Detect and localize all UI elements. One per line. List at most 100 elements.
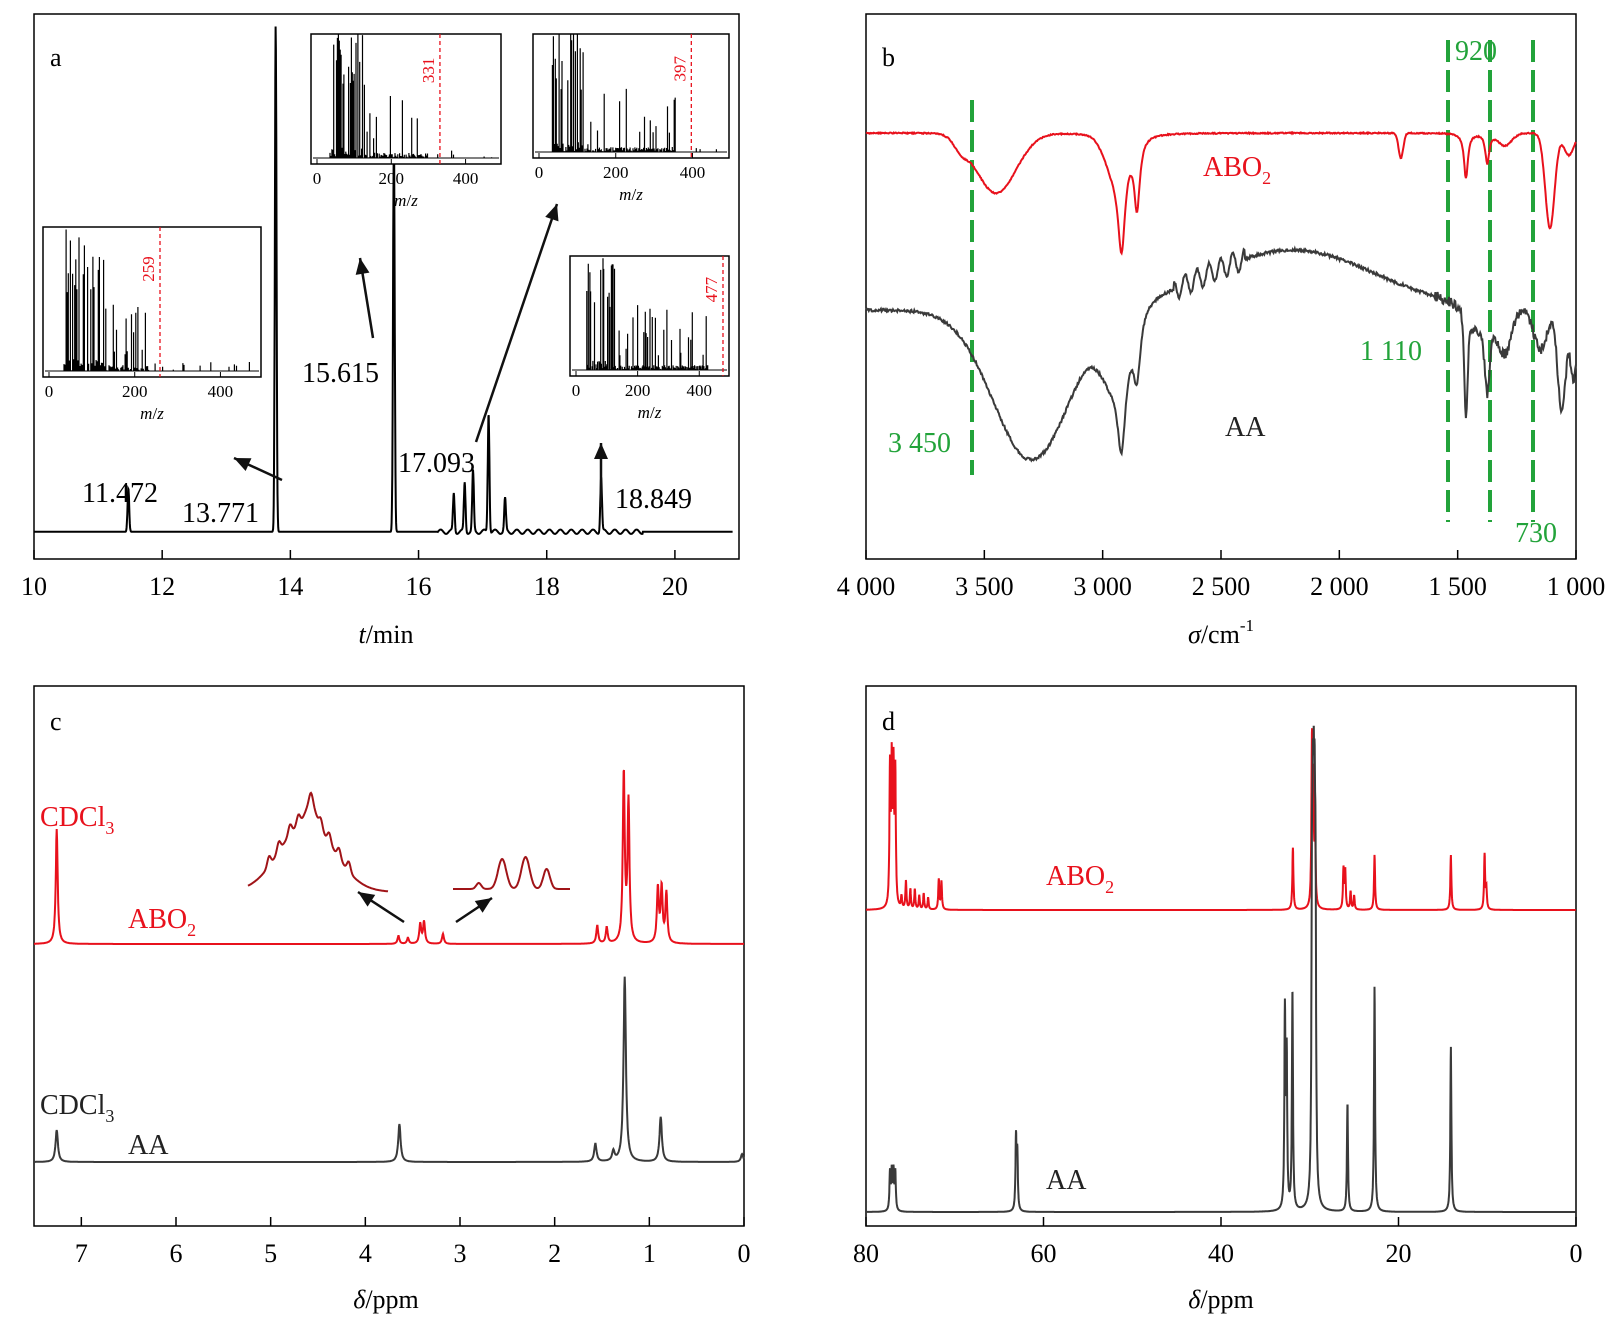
panel-a-x-tick-label: 10 <box>21 572 47 601</box>
arrow-to-inset-477-head <box>594 443 608 459</box>
c-nmr-series-label-aa: AA <box>1046 1165 1087 1196</box>
inset-259-x-axis-label: m/z <box>140 404 164 423</box>
panel-c-x-ticks: 7 6 5 4 3 2 1 0 <box>75 1217 751 1268</box>
panel-c-frame <box>33 685 745 1227</box>
panel-a: a 10 12 14 16 18 20 t/min 11.472 13.771 15.61… <box>21 13 740 649</box>
inset-477-tick-label: 0 <box>572 381 581 400</box>
panel-c-x-tick-label: 6 <box>170 1239 183 1268</box>
panel-d-x-axis-label: δ/ppm <box>1188 1285 1254 1314</box>
rt-label-13771: 13.771 <box>182 498 259 529</box>
arrow-to-inset-259-head <box>234 458 252 472</box>
arrow-to-zoom-1-head <box>358 892 376 907</box>
inset-259-tick-label: 0 <box>45 382 54 401</box>
panel-c-x-tick-label: 2 <box>548 1239 561 1268</box>
ir-series-label-aa: AA <box>1225 412 1266 443</box>
inset-477: 477 0 200 400 m/z <box>569 255 730 422</box>
ir-band-label-3450: 3 450 <box>888 428 951 459</box>
h-nmr-spectrum-abo2 <box>34 769 744 945</box>
panel-b-x-tick-label: 1 000 <box>1547 572 1606 601</box>
inset-477-marker-label: 477 <box>702 276 721 302</box>
rt-label-15615: 15.615 <box>302 358 379 389</box>
h-nmr-series-label-aa: AA <box>128 1130 169 1161</box>
h-nmr-series-label-abo2: ABO2 <box>128 904 196 940</box>
inset-397-marker-label: 397 <box>670 55 689 81</box>
rt-label-11472: 11.472 <box>82 478 158 509</box>
panel-c-x-tick-label: 3 <box>454 1239 467 1268</box>
panel-b-x-tick-label: 4 000 <box>837 572 896 601</box>
ir-series-label-abo2: ABO2 <box>1203 152 1271 188</box>
panel-b-label: b <box>882 43 895 72</box>
arrow-to-inset-397-head <box>545 204 559 222</box>
panel-a-frame <box>33 13 740 560</box>
panel-b: b 4 000 3 500 3 000 2 500 2 000 1 500 1 000 σ/… <box>837 13 1606 649</box>
solvent-label-abo2: CDCl3 <box>40 802 114 838</box>
c-nmr-series-label-abo2: ABO2 <box>1046 861 1114 897</box>
panel-a-arrows <box>233 203 608 507</box>
h-nmr-zoom-multiplet-2 <box>453 855 570 890</box>
panel-b-x-axis-label: σ/cm-1 <box>1188 616 1254 649</box>
arrow-to-zoom-2-head <box>474 898 492 913</box>
panel-b-x-tick-label: 1 500 <box>1428 572 1487 601</box>
chromatogram-trace <box>34 26 733 535</box>
inset-397: 397 0 200 400 m/z <box>532 33 730 204</box>
ir-spectrum-abo2 <box>865 130 1577 256</box>
panel-a-x-tick-label: 14 <box>277 572 303 601</box>
ir-band-label-730: 730 <box>1515 518 1557 549</box>
rt-label-18849: 18.849 <box>615 484 692 515</box>
inset-477-tick-label: 200 <box>625 381 651 400</box>
inset-331-marker-label: 331 <box>419 58 438 84</box>
panel-b-x-tick-label: 2 000 <box>1310 572 1369 601</box>
panel-d-x-tick-label: 80 <box>853 1239 879 1268</box>
panel-c-label: c <box>50 707 62 736</box>
panel-a-x-ticks: 10 12 14 16 18 20 <box>21 550 688 601</box>
arrow-to-inset-397 <box>474 203 559 443</box>
inset-397-x-axis-label: m/z <box>619 185 643 204</box>
panel-a-x-tick-label: 12 <box>149 572 175 601</box>
panel-b-x-tick-label: 3 500 <box>955 572 1014 601</box>
inset-331-tick-label: 200 <box>379 169 405 188</box>
inset-477-tick-label: 400 <box>687 381 713 400</box>
panel-a-x-tick-label: 16 <box>406 572 432 601</box>
inset-331-x-axis-label: m/z <box>394 191 418 210</box>
panel-c-x-tick-label: 0 <box>738 1239 751 1268</box>
h-nmr-spectrum-aa <box>34 976 745 1163</box>
ir-band-label-1110: 1 110 <box>1360 336 1422 367</box>
inset-259-tick-label: 400 <box>208 382 234 401</box>
panel-d-x-tick-label: 20 <box>1386 1239 1412 1268</box>
panel-d-x-tick-label: 0 <box>1570 1239 1583 1268</box>
panel-a-label: a <box>50 43 62 72</box>
panel-d-x-tick-label: 40 <box>1208 1239 1234 1268</box>
inset-259-marker-label: 259 <box>139 256 158 282</box>
panel-d-frame <box>865 685 1577 1227</box>
arrow-to-inset-331-head <box>355 258 370 275</box>
c-nmr-spectrum-aa <box>866 725 1576 1213</box>
panel-b-x-tick-label: 3 000 <box>1073 572 1132 601</box>
inset-397-tick-label: 400 <box>680 163 706 182</box>
inset-331: 331 0 200 400 m/z <box>310 33 502 210</box>
solvent-label-aa: CDCl3 <box>40 1090 114 1126</box>
inset-397-tick-label: 200 <box>603 163 629 182</box>
panel-a-x-tick-label: 20 <box>662 572 688 601</box>
inset-397-spectrum <box>551 34 717 152</box>
panel-c-x-tick-label: 4 <box>359 1239 372 1268</box>
panel-b-x-ticks: 4 000 3 500 3 000 2 500 2 000 1 500 1 000 <box>837 550 1606 601</box>
panel-d-x-ticks: 80 60 40 20 0 <box>853 1217 1583 1268</box>
inset-477-spectrum <box>586 258 709 370</box>
panel-d-x-tick-label: 60 <box>1031 1239 1057 1268</box>
inset-331-tick-label: 400 <box>453 169 479 188</box>
panel-a-x-tick-label: 18 <box>534 572 560 601</box>
ir-spectrum-aa <box>865 245 1577 463</box>
inset-397-tick-label: 0 <box>535 163 544 182</box>
inset-477-x-axis-label: m/z <box>638 403 662 422</box>
panel-c-x-tick-label: 7 <box>75 1239 88 1268</box>
inset-259: 259 0 200 400 m/z <box>42 226 262 423</box>
inset-331-tick-label: 0 <box>313 169 322 188</box>
ir-band-label-920: 920 <box>1455 36 1497 67</box>
panel-c-x-axis-label: δ/ppm <box>353 1285 419 1314</box>
c-nmr-spectrum-abo2 <box>866 728 1576 911</box>
panel-d: d 80 60 40 20 0 δ/ppm ABO2 AA <box>853 685 1583 1314</box>
panel-c-x-tick-label: 5 <box>264 1239 277 1268</box>
panel-b-x-tick-label: 2 500 <box>1192 572 1251 601</box>
